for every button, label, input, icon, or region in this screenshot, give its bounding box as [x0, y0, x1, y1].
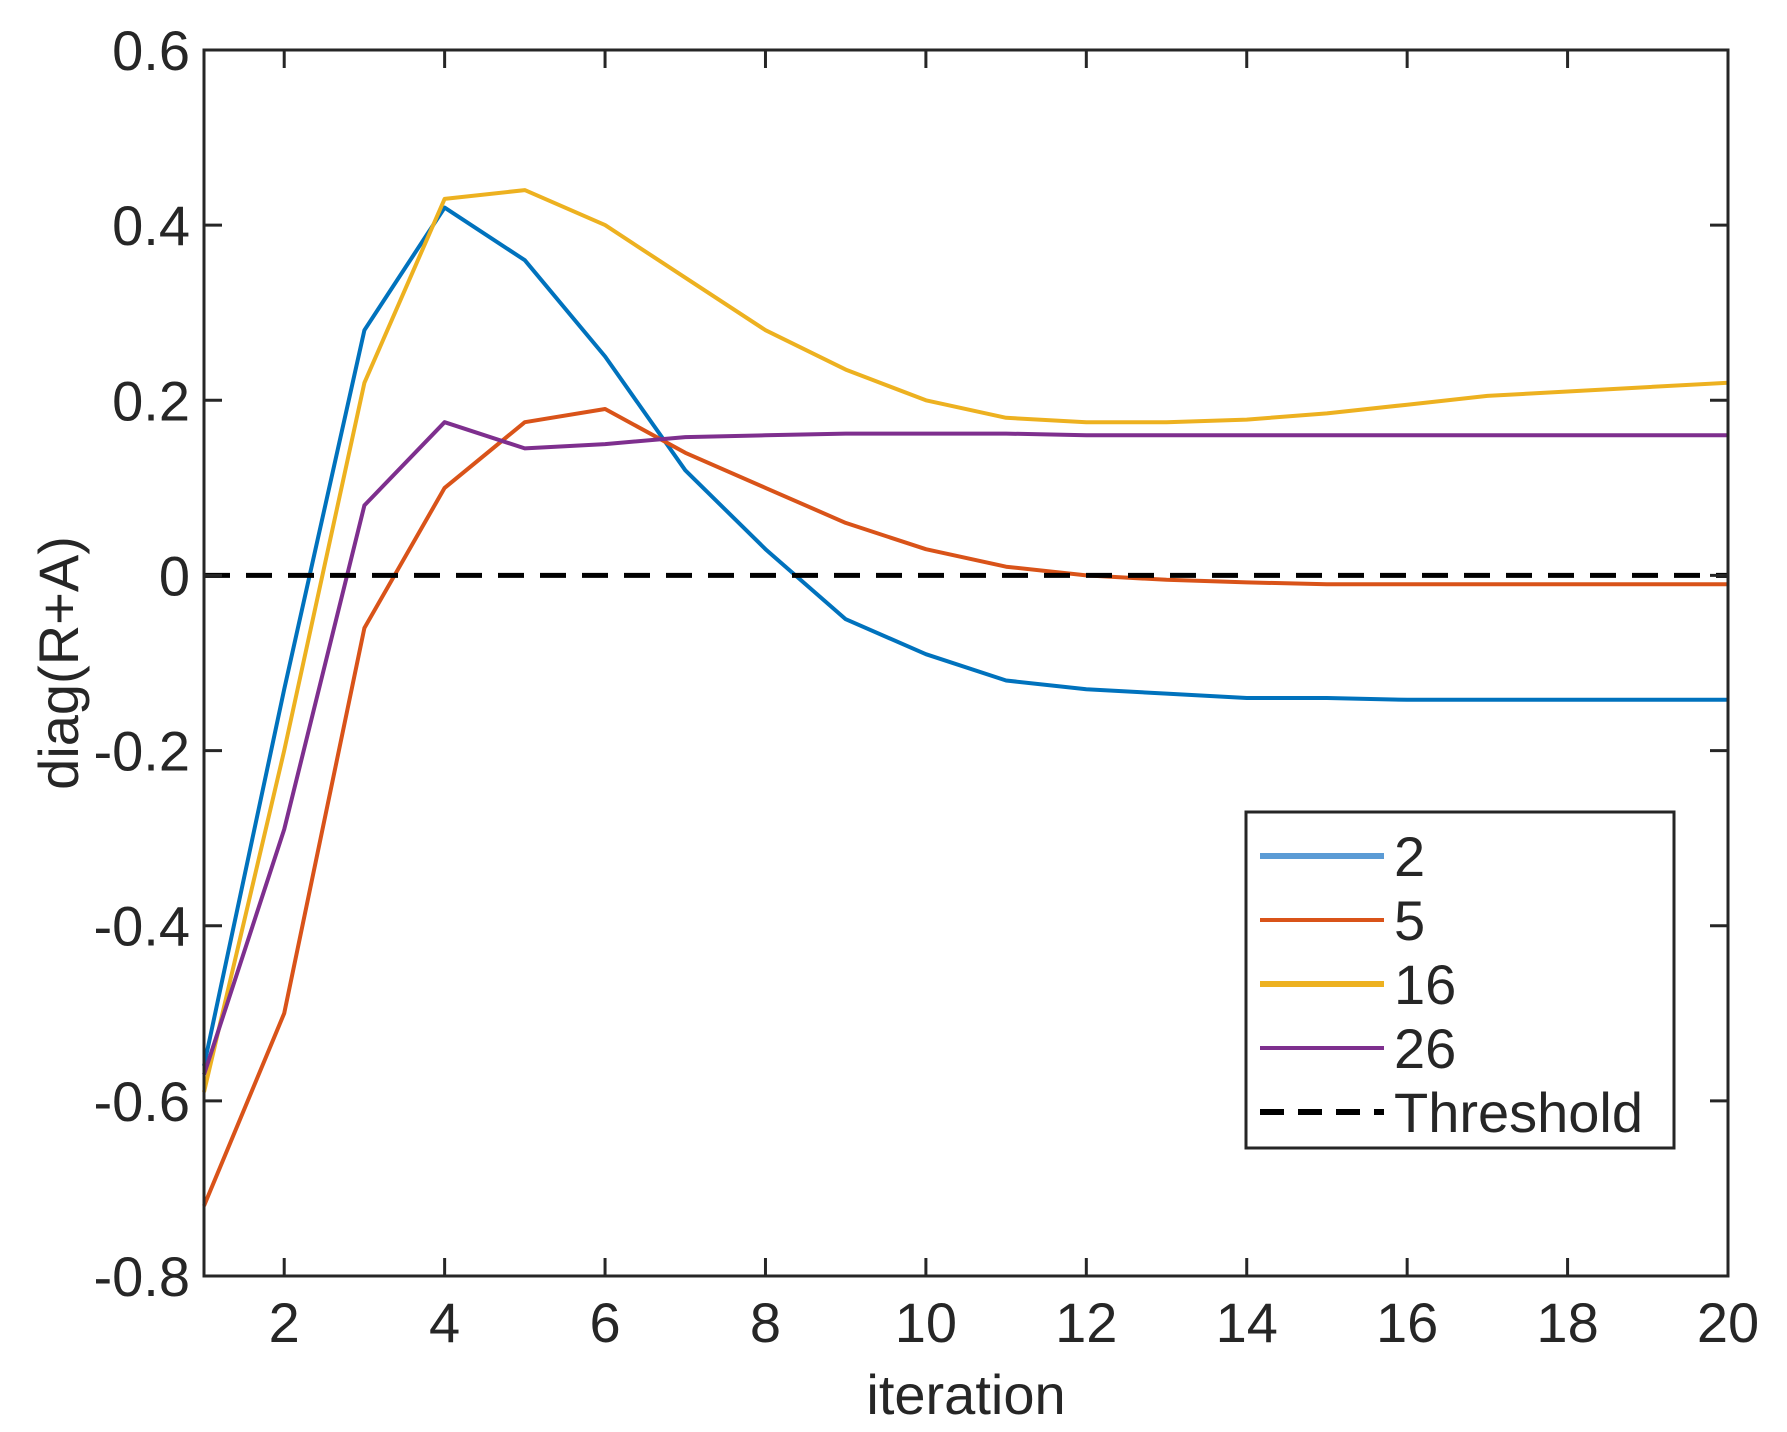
- series-line-26: [202, 420, 1728, 1076]
- x-tick-label: 2: [269, 1291, 300, 1354]
- legend-label-2: 2: [1394, 825, 1425, 888]
- x-tick-label: 18: [1536, 1291, 1598, 1354]
- axis-ticks: [204, 48, 1730, 1278]
- x-tick-label: 12: [1055, 1291, 1117, 1354]
- x-tick-label: 4: [429, 1291, 460, 1354]
- legend-box: [1244, 810, 1676, 1150]
- x-tick-label: 20: [1697, 1291, 1759, 1354]
- x-tick-label: 10: [895, 1291, 957, 1354]
- axis-tick-labels: 2 4 6 8 10 12 14 16 18 20 -0.8 -0.6 -0.4 -0.2 0 0.2 0.4 0…: [94, 19, 1760, 1354]
- legend-label-26: 26: [1394, 1017, 1456, 1080]
- y-axis-label: diag(R+A): [27, 536, 90, 790]
- y-tick-label: 0.6: [112, 19, 190, 82]
- series-line-2: [202, 205, 1728, 1067]
- series-line-16: [202, 188, 1729, 1093]
- legend-label-5: 5: [1394, 889, 1425, 952]
- legend-label-16: 16: [1394, 953, 1456, 1016]
- y-tick-label: -0.4: [94, 895, 191, 958]
- y-tick-label: -0.6: [94, 1070, 191, 1133]
- y-tick-label: -0.2: [94, 720, 191, 783]
- x-tick-label: 8: [750, 1291, 781, 1354]
- x-tick-label: 6: [589, 1291, 620, 1354]
- y-tick-label: 0.4: [112, 194, 190, 257]
- y-tick-label: 0.2: [112, 369, 190, 432]
- y-tick-label: 0: [159, 544, 190, 607]
- series-lines: [202, 188, 1729, 1207]
- x-tick-label: 14: [1216, 1291, 1278, 1354]
- x-tick-label: 16: [1376, 1291, 1438, 1354]
- series-line-5: [202, 407, 1728, 1207]
- y-tick-label: -0.8: [94, 1245, 191, 1308]
- plot-area-frame: [202, 48, 1730, 1278]
- legend-label-threshold: Threshold: [1394, 1081, 1643, 1144]
- x-axis-label: iteration: [866, 1363, 1065, 1426]
